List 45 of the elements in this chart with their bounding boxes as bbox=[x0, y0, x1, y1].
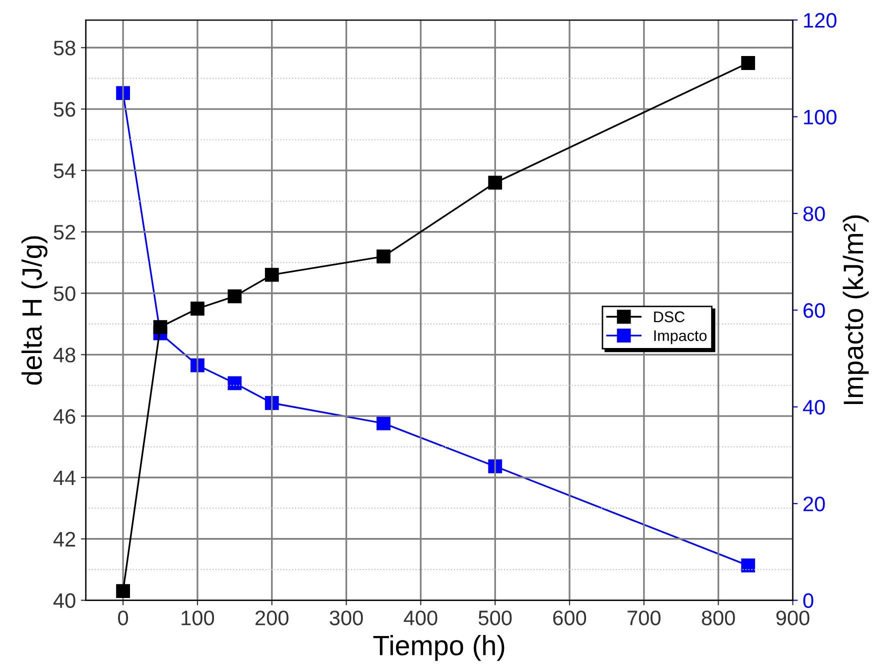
y-tick-label: 52 bbox=[54, 224, 76, 240]
point bbox=[741, 56, 756, 70]
legend-label: Impacto bbox=[654, 330, 707, 344]
y-tick-label: 46 bbox=[53, 409, 76, 424]
x-tick-label: 300 bbox=[330, 610, 363, 626]
y-tick-label: 48 bbox=[53, 348, 76, 362]
point bbox=[228, 376, 242, 390]
x-axis-title: Tiempo (h) bbox=[373, 635, 504, 661]
point bbox=[741, 558, 756, 572]
y-tick-label: 50 bbox=[54, 286, 76, 302]
y2-tick-label: 80 bbox=[803, 206, 825, 222]
y2-tick-label: 20 bbox=[804, 496, 825, 512]
x-tick-label: 700 bbox=[628, 610, 661, 626]
x-tick-label: 100 bbox=[182, 610, 214, 626]
point bbox=[488, 459, 502, 474]
legend-label: DSC bbox=[654, 311, 685, 322]
point bbox=[153, 320, 168, 334]
y-tick-label: 58 bbox=[54, 40, 76, 56]
y-axis-title: delta H (J/g) bbox=[22, 236, 48, 385]
x-tick-label: 200 bbox=[256, 610, 288, 626]
point bbox=[228, 289, 242, 304]
y-tick-label: 54 bbox=[54, 164, 76, 178]
x-tick-label: 800 bbox=[702, 610, 735, 626]
y2-tick-label: 0 bbox=[803, 593, 814, 608]
x-tick-label: 0 bbox=[118, 610, 128, 626]
x-tick-label: 900 bbox=[776, 610, 810, 626]
point bbox=[376, 249, 390, 264]
x-tick-label: 500 bbox=[478, 610, 512, 626]
y2-tick-label: 60 bbox=[804, 303, 825, 318]
x-tick-label: 400 bbox=[404, 610, 438, 626]
point bbox=[264, 396, 279, 410]
y-tick-label: 44 bbox=[53, 470, 76, 486]
y-tick-label: 42 bbox=[53, 532, 76, 546]
y-tick-label: 40 bbox=[53, 593, 76, 608]
y2-tick-label: 120 bbox=[804, 13, 836, 28]
point bbox=[376, 416, 390, 430]
y2-tick-label: 40 bbox=[802, 400, 825, 415]
point bbox=[264, 268, 279, 282]
y2-tick-label: 100 bbox=[804, 110, 836, 124]
point bbox=[190, 302, 204, 316]
point bbox=[116, 584, 130, 598]
y-tick-label: 56 bbox=[54, 102, 76, 117]
y2-axis-title: Impacto (kJ/m²) bbox=[842, 215, 869, 404]
x-tick-label: 600 bbox=[553, 610, 586, 626]
point bbox=[488, 176, 502, 190]
